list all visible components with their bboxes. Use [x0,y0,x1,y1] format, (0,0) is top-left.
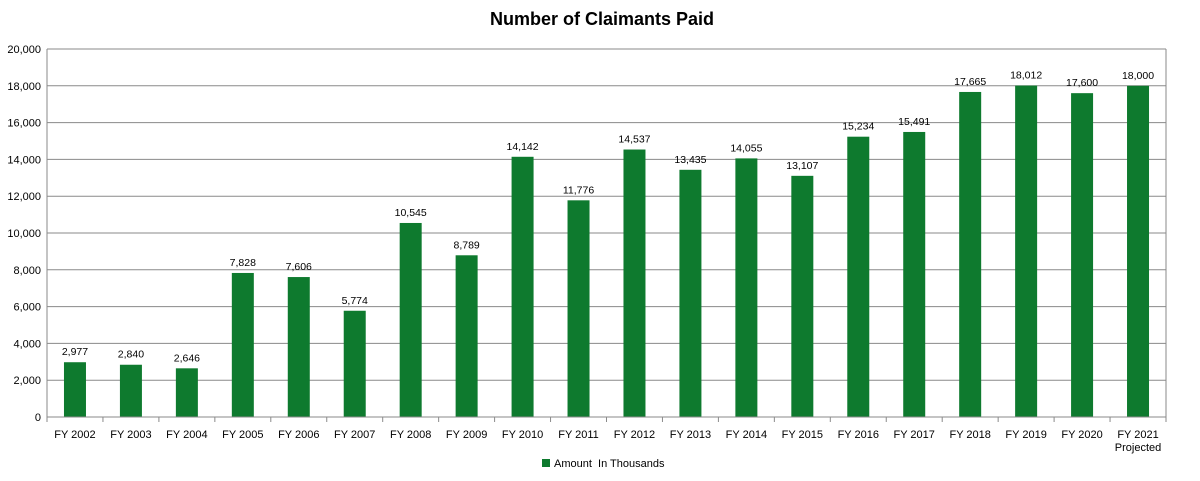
data-label: 14,055 [730,142,762,154]
y-tick-label: 2,000 [13,375,41,387]
bar [511,156,534,417]
bar [1127,85,1150,418]
data-label: 18,000 [1122,70,1154,82]
data-label: 8,789 [453,239,479,251]
x-tick-label: FY 2020 [1061,429,1102,441]
bar [735,158,758,417]
x-tick-label: FY 2021 [1117,429,1158,441]
data-label: 7,828 [230,257,256,269]
y-tick-label: 18,000 [7,81,41,93]
x-tick-label: FY 2013 [670,429,711,441]
data-label: 2,977 [62,346,88,358]
x-tick-label: FY 2016 [838,429,879,441]
bar [679,169,702,417]
x-tick-label: FY 2006 [278,429,319,441]
y-tick-label: 6,000 [13,302,41,314]
y-tick-label: 10,000 [7,228,41,240]
bar [455,255,478,417]
y-tick-label: 14,000 [7,154,41,166]
y-tick-label: 4,000 [13,338,41,350]
gridlines [46,48,1167,418]
x-tick-label: FY 2009 [446,429,487,441]
x-tick-label: FY 2007 [334,429,375,441]
legend: Amount In Thousands [542,458,665,470]
x-tick-label: FY 2019 [1005,429,1046,441]
x-tick-label: FY 2008 [390,429,431,441]
x-tick-label: FY 2010 [502,429,543,441]
data-label: 17,665 [954,76,986,88]
data-label: 18,012 [1010,70,1042,82]
bar [903,131,926,417]
data-label: 7,606 [286,261,312,273]
y-tick-label: 0 [35,412,41,424]
data-label: 11,776 [563,184,594,196]
data-label: 5,774 [342,295,368,307]
bar [399,222,422,417]
data-label: 10,545 [395,207,427,219]
x-tick-label: FY 2011 [558,429,599,441]
data-label: 2,646 [174,352,200,364]
bar [343,310,366,417]
data-label: 13,435 [674,154,706,166]
y-tick-label: 20,000 [7,44,41,56]
x-tick-label: FY 2005 [222,429,263,441]
y-tick-label: 8,000 [13,265,41,277]
bar [175,368,198,417]
x-tick-label: FY 2004 [166,429,207,441]
bars [63,85,1150,418]
bar [959,91,982,418]
x-tick-label: FY 2014 [726,429,767,441]
data-label: 14,537 [618,134,650,146]
bar [1015,85,1038,418]
bar [287,277,310,417]
x-tick-label: FY 2003 [110,429,151,441]
x-tick-label: FY 2002 [54,429,95,441]
bar [791,175,814,417]
data-label: 15,234 [842,121,874,133]
data-label: 13,107 [786,160,818,172]
bar [1071,93,1094,417]
legend-swatch [542,459,550,467]
x-tick-label: FY 2017 [894,429,935,441]
y-tick-label: 16,000 [7,118,41,130]
bar [63,362,86,417]
x-axis: FY 2002 FY 2003 FY 2004 FY 2005 FY 2006 FY 20… [46,416,1167,454]
bar [231,272,254,417]
x-tick-label: FY 2012 [614,429,655,441]
data-label: 14,142 [507,141,539,153]
data-label: 2,840 [118,349,144,361]
chart-title: Number of Claimants Paid [490,9,714,29]
bar [847,136,870,417]
data-label: 17,600 [1066,77,1098,89]
legend-label: Amount In Thousands [554,458,665,470]
x-tick-label: Projected [1115,442,1161,454]
data-label: 15,491 [898,116,930,128]
x-tick-label: FY 2018 [949,429,990,441]
bar [119,364,142,417]
bar [623,149,646,417]
bar [567,200,590,417]
y-tick-label: 12,000 [7,191,41,203]
x-tick-label: FY 2015 [782,429,823,441]
data-labels: 2,977 2,840 2,646 7,828 7,606 5,774 10,545 8,78… [62,70,1154,365]
y-axis: 0 2,000 4,000 6,000 8,000 10,000 12,000 14,000 1… [7,44,41,424]
